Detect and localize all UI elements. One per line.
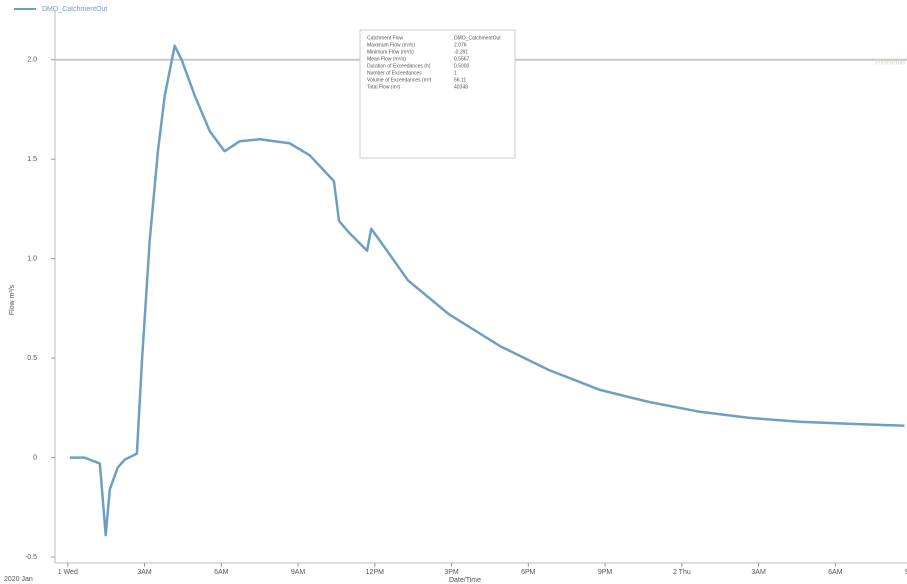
- info-box-frame: [359, 29, 516, 159]
- y-tick-label: 1.0: [27, 255, 37, 262]
- info-value: 66.11: [454, 77, 466, 83]
- info-value: DMO_CatchmentOut: [454, 35, 501, 41]
- y-tick-label: 0: [33, 454, 37, 461]
- y-tick-label: 2.0: [27, 57, 37, 64]
- info-label: Total Flow (m³): [367, 84, 400, 90]
- info-label: Number of Exceedances: [367, 70, 422, 76]
- info-value: 0.5567: [454, 56, 470, 62]
- info-value: -0.391: [454, 49, 468, 55]
- y-tick-label: -0.5: [25, 554, 37, 561]
- x-tick-label: 3AM: [137, 569, 152, 576]
- x-tick-label: 12PM: [366, 569, 384, 576]
- x-tick-label: 3PM: [444, 569, 459, 576]
- x-axis-label: Date/Time: [449, 577, 481, 584]
- x-tick-label: 6AM: [214, 569, 229, 576]
- x-tick-label: 6AM: [828, 569, 843, 576]
- threshold-label: Threshold: [874, 60, 905, 67]
- x-tick-label: 9PM: [598, 569, 613, 576]
- legend-label: DMO_CatchmentOut: [42, 6, 107, 13]
- y-axis-label: Flow m³/s: [9, 284, 16, 315]
- info-label: Minimum Flow (m³/s): [367, 49, 414, 55]
- info-label: Mean Flow (m³/s): [367, 56, 406, 62]
- info-label: Maximum Flow (m³/s): [367, 42, 415, 48]
- x-tick-label: 9AM: [291, 569, 306, 576]
- x-tick-label: 3AM: [751, 569, 766, 576]
- info-box: Catchment Flow DMO_CatchmentOut Maximum Fl…: [359, 29, 516, 159]
- x-tick-label: 2 Thu: [673, 569, 691, 576]
- info-label: Volume of Exceedances (m³): [367, 77, 432, 83]
- series-line: [69, 44, 905, 537]
- x-tick-label: 9AM: [905, 569, 907, 576]
- x-tick-label: 6PM: [521, 569, 536, 576]
- info-label: Catchment Flow: [367, 35, 404, 41]
- x-tick-label: 1 Wed: [58, 569, 78, 576]
- x-corner-label: 2020 Jan: [4, 576, 33, 583]
- info-value: 40348: [454, 84, 468, 90]
- y-tick-label: 1.5: [27, 156, 37, 163]
- y-tick-label: 0.5: [27, 355, 37, 362]
- info-value: 0.5000: [454, 63, 470, 69]
- info-label: Duration of Exceedances (h): [367, 63, 431, 69]
- info-value: 1: [454, 70, 457, 76]
- info-value: 2.076: [454, 42, 467, 48]
